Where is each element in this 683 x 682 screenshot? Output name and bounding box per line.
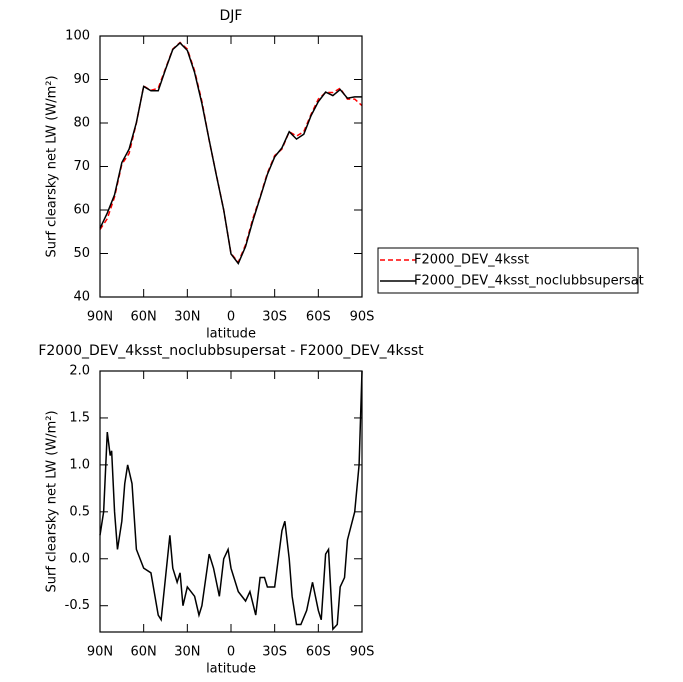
y-tick-label: 100: [65, 29, 90, 44]
y-tick-label: 90: [73, 72, 90, 87]
x-tick-label: 30S: [262, 310, 287, 325]
plot-frame: [99, 35, 363, 298]
legend-label: F2000_DEV_4ksst_noclubbsupersat: [414, 274, 644, 289]
legend-label: F2000_DEV_4ksst: [414, 253, 529, 268]
y-tick-label: 50: [73, 246, 90, 261]
line-series: [99, 41, 363, 264]
x-tick-label: 60S: [306, 645, 331, 660]
y-tick-label: 2.0: [69, 364, 90, 379]
x-axis-label: latitude: [206, 327, 256, 342]
y-tick-label: 1.5: [69, 410, 90, 425]
legend-box: [377, 247, 639, 294]
y-tick-label: 60: [73, 203, 90, 218]
x-tick-label: 90S: [350, 310, 375, 325]
chart-title: F2000_DEV_4ksst_noclubbsupersat - F2000_…: [38, 343, 424, 359]
x-tick-label: 90N: [87, 310, 113, 325]
line-series: [99, 41, 362, 265]
x-tick-label: 30N: [174, 645, 200, 660]
x-tick-label: 30S: [262, 645, 287, 660]
x-tick-label: 90S: [350, 645, 375, 660]
y-tick-label: 1.0: [69, 457, 90, 472]
y-tick-label: 80: [73, 116, 90, 131]
x-tick-label: 30N: [174, 310, 200, 325]
x-axis-label: latitude: [206, 662, 256, 677]
line-series: [99, 370, 363, 631]
y-tick-label: 0.0: [69, 551, 90, 566]
x-tick-label: 60N: [131, 645, 157, 660]
plot-frame: [99, 370, 363, 633]
x-tick-label: 60N: [131, 310, 157, 325]
y-axis-label: Surf clearsky net LW (W/m²): [45, 410, 60, 592]
x-tick-label: 0: [227, 310, 235, 325]
y-tick-label: 70: [73, 159, 90, 174]
x-tick-label: 0: [227, 645, 235, 660]
y-tick-label: 40: [73, 290, 90, 305]
y-tick-label: -0.5: [65, 598, 90, 613]
y-axis-label: Surf clearsky net LW (W/m²): [45, 75, 60, 257]
y-tick-label: 0.5: [69, 504, 90, 519]
chart-title: DJF: [220, 8, 243, 24]
x-tick-label: 90N: [87, 645, 113, 660]
x-tick-label: 60S: [306, 310, 331, 325]
